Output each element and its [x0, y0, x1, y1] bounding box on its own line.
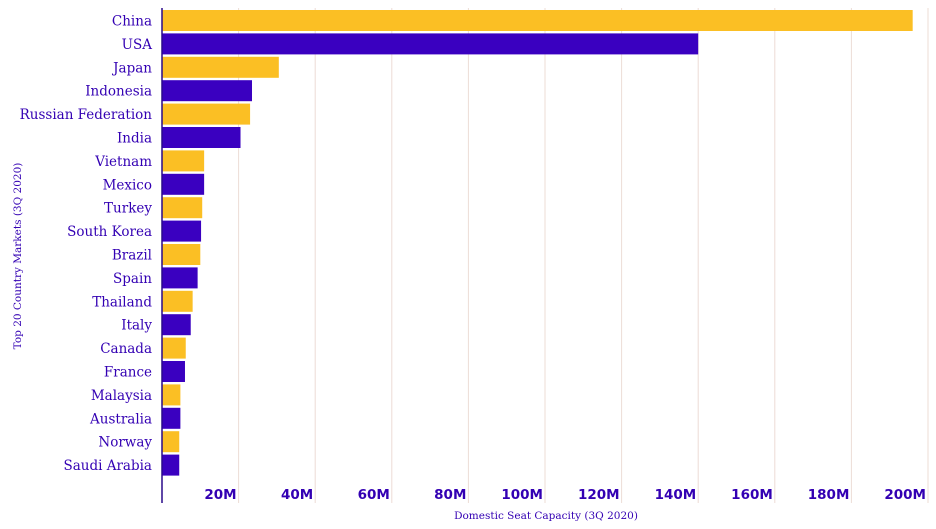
bar[interactable] — [162, 337, 186, 359]
gridlines — [238, 8, 929, 503]
bar[interactable] — [162, 197, 203, 219]
bar[interactable] — [162, 150, 205, 172]
category-label: Italy — [121, 318, 152, 334]
category-label: Canada — [100, 341, 152, 357]
category-label: Japan — [111, 60, 152, 76]
category-label: Indonesia — [85, 84, 152, 100]
category-label: USA — [122, 37, 153, 53]
x-tick-labels: 20M 40M 60M 80M 100M 120M 140M 160M 180M 200M — [204, 487, 926, 503]
bar[interactable] — [162, 127, 241, 148]
x-tick-label: 100M — [501, 487, 543, 503]
bar[interactable] — [162, 220, 202, 242]
bar[interactable] — [162, 103, 251, 125]
x-tick-label: 40M — [281, 487, 313, 503]
category-label: Thailand — [92, 294, 152, 310]
bar[interactable] — [162, 407, 181, 429]
category-label: Australia — [89, 411, 152, 427]
bar[interactable] — [162, 267, 198, 289]
category-label: Mexico — [103, 177, 152, 193]
x-tick-label: 120M — [578, 487, 620, 503]
bar[interactable] — [162, 361, 185, 382]
bar[interactable] — [162, 80, 253, 102]
x-tick-label: 160M — [731, 487, 773, 503]
x-axis-title: Domestic Seat Capacity (3Q 2020) — [454, 510, 638, 522]
category-label: Spain — [113, 271, 152, 287]
category-label: Turkey — [104, 201, 152, 217]
bar[interactable] — [162, 290, 193, 312]
x-tick-label: 80M — [434, 487, 466, 503]
category-label: India — [117, 131, 152, 147]
category-label: Malaysia — [91, 388, 152, 404]
y-axis-title: Top 20 Country Markets (3Q 2020) — [12, 163, 24, 350]
bar[interactable] — [162, 10, 913, 31]
category-label: Norway — [98, 435, 152, 451]
category-label: South Korea — [67, 224, 152, 240]
x-tick-label: 20M — [204, 487, 236, 503]
category-labels: China USA Japan Indonesia Russian Federation… — [20, 14, 153, 475]
x-tick-label: 200M — [884, 487, 926, 503]
bar[interactable] — [162, 33, 699, 55]
bar[interactable] — [162, 244, 201, 265]
x-tick-label: 180M — [808, 487, 850, 503]
x-tick-label: 140M — [655, 487, 697, 503]
category-label: Brazil — [112, 248, 152, 264]
x-tick-label: 60M — [358, 487, 390, 503]
category-label: Saudi Arabia — [63, 458, 152, 474]
category-label: Vietnam — [94, 154, 152, 170]
bar[interactable] — [162, 384, 181, 406]
bar[interactable] — [162, 173, 205, 195]
category-label: France — [104, 365, 152, 381]
category-label: Russian Federation — [20, 107, 153, 123]
bar[interactable] — [162, 431, 180, 453]
bar[interactable] — [162, 454, 180, 476]
category-label: China — [112, 14, 152, 30]
bar[interactable] — [162, 314, 191, 336]
bars — [162, 10, 913, 476]
bar[interactable] — [162, 56, 279, 78]
